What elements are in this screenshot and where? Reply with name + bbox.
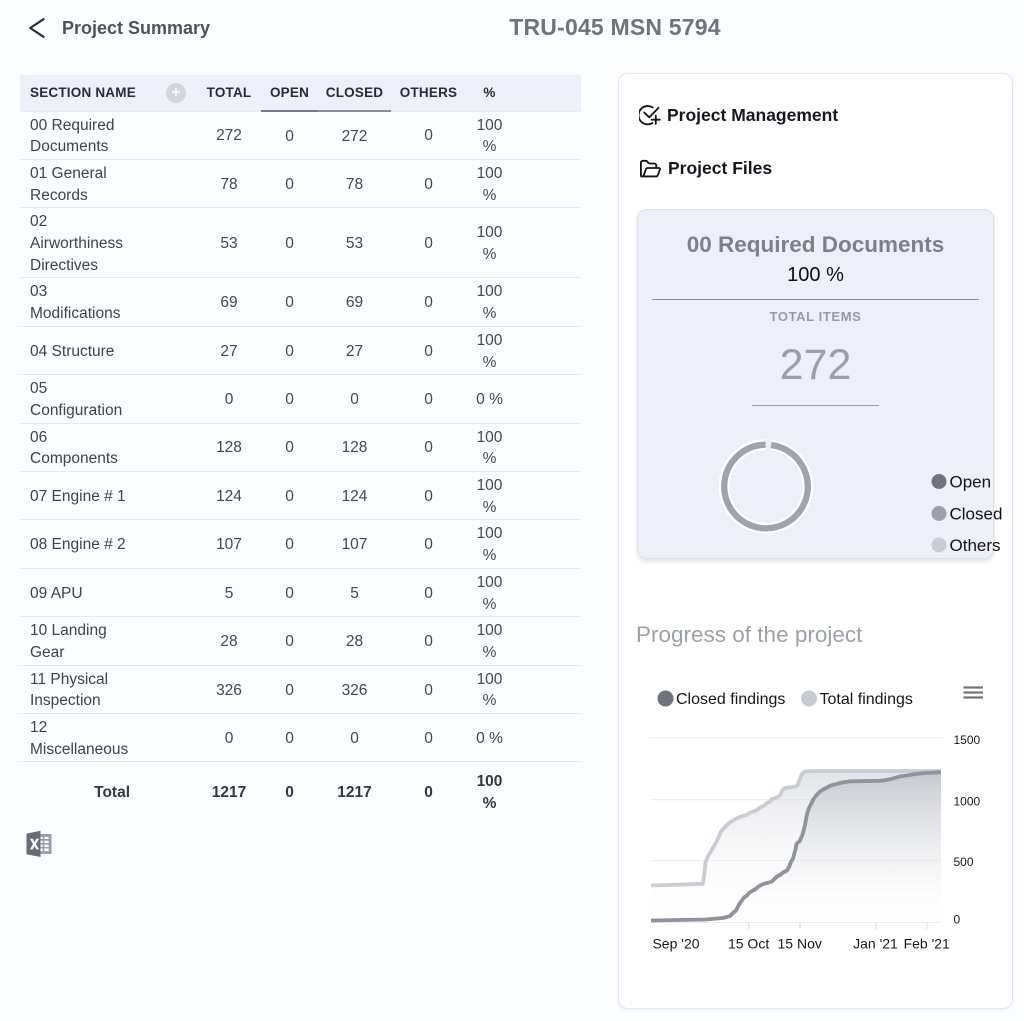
svg-text:0: 0: [954, 913, 961, 927]
svg-text:1000: 1000: [954, 795, 981, 809]
svg-text:Feb '21: Feb '21: [904, 936, 950, 952]
svg-text:Jan '21: Jan '21: [853, 936, 898, 952]
svg-text:Closed: Closed: [950, 505, 1003, 524]
svg-text:1500: 1500: [954, 733, 981, 747]
svg-text:15 Nov: 15 Nov: [778, 936, 822, 952]
svg-text:Sep '20: Sep '20: [652, 936, 699, 952]
svg-text:500: 500: [954, 855, 974, 869]
svg-text:Closed findings: Closed findings: [676, 691, 785, 708]
svg-text:Others: Others: [950, 536, 1001, 555]
svg-text:Open: Open: [950, 473, 992, 492]
svg-text:15 Oct: 15 Oct: [728, 936, 769, 952]
svg-text:Total findings: Total findings: [820, 691, 913, 708]
